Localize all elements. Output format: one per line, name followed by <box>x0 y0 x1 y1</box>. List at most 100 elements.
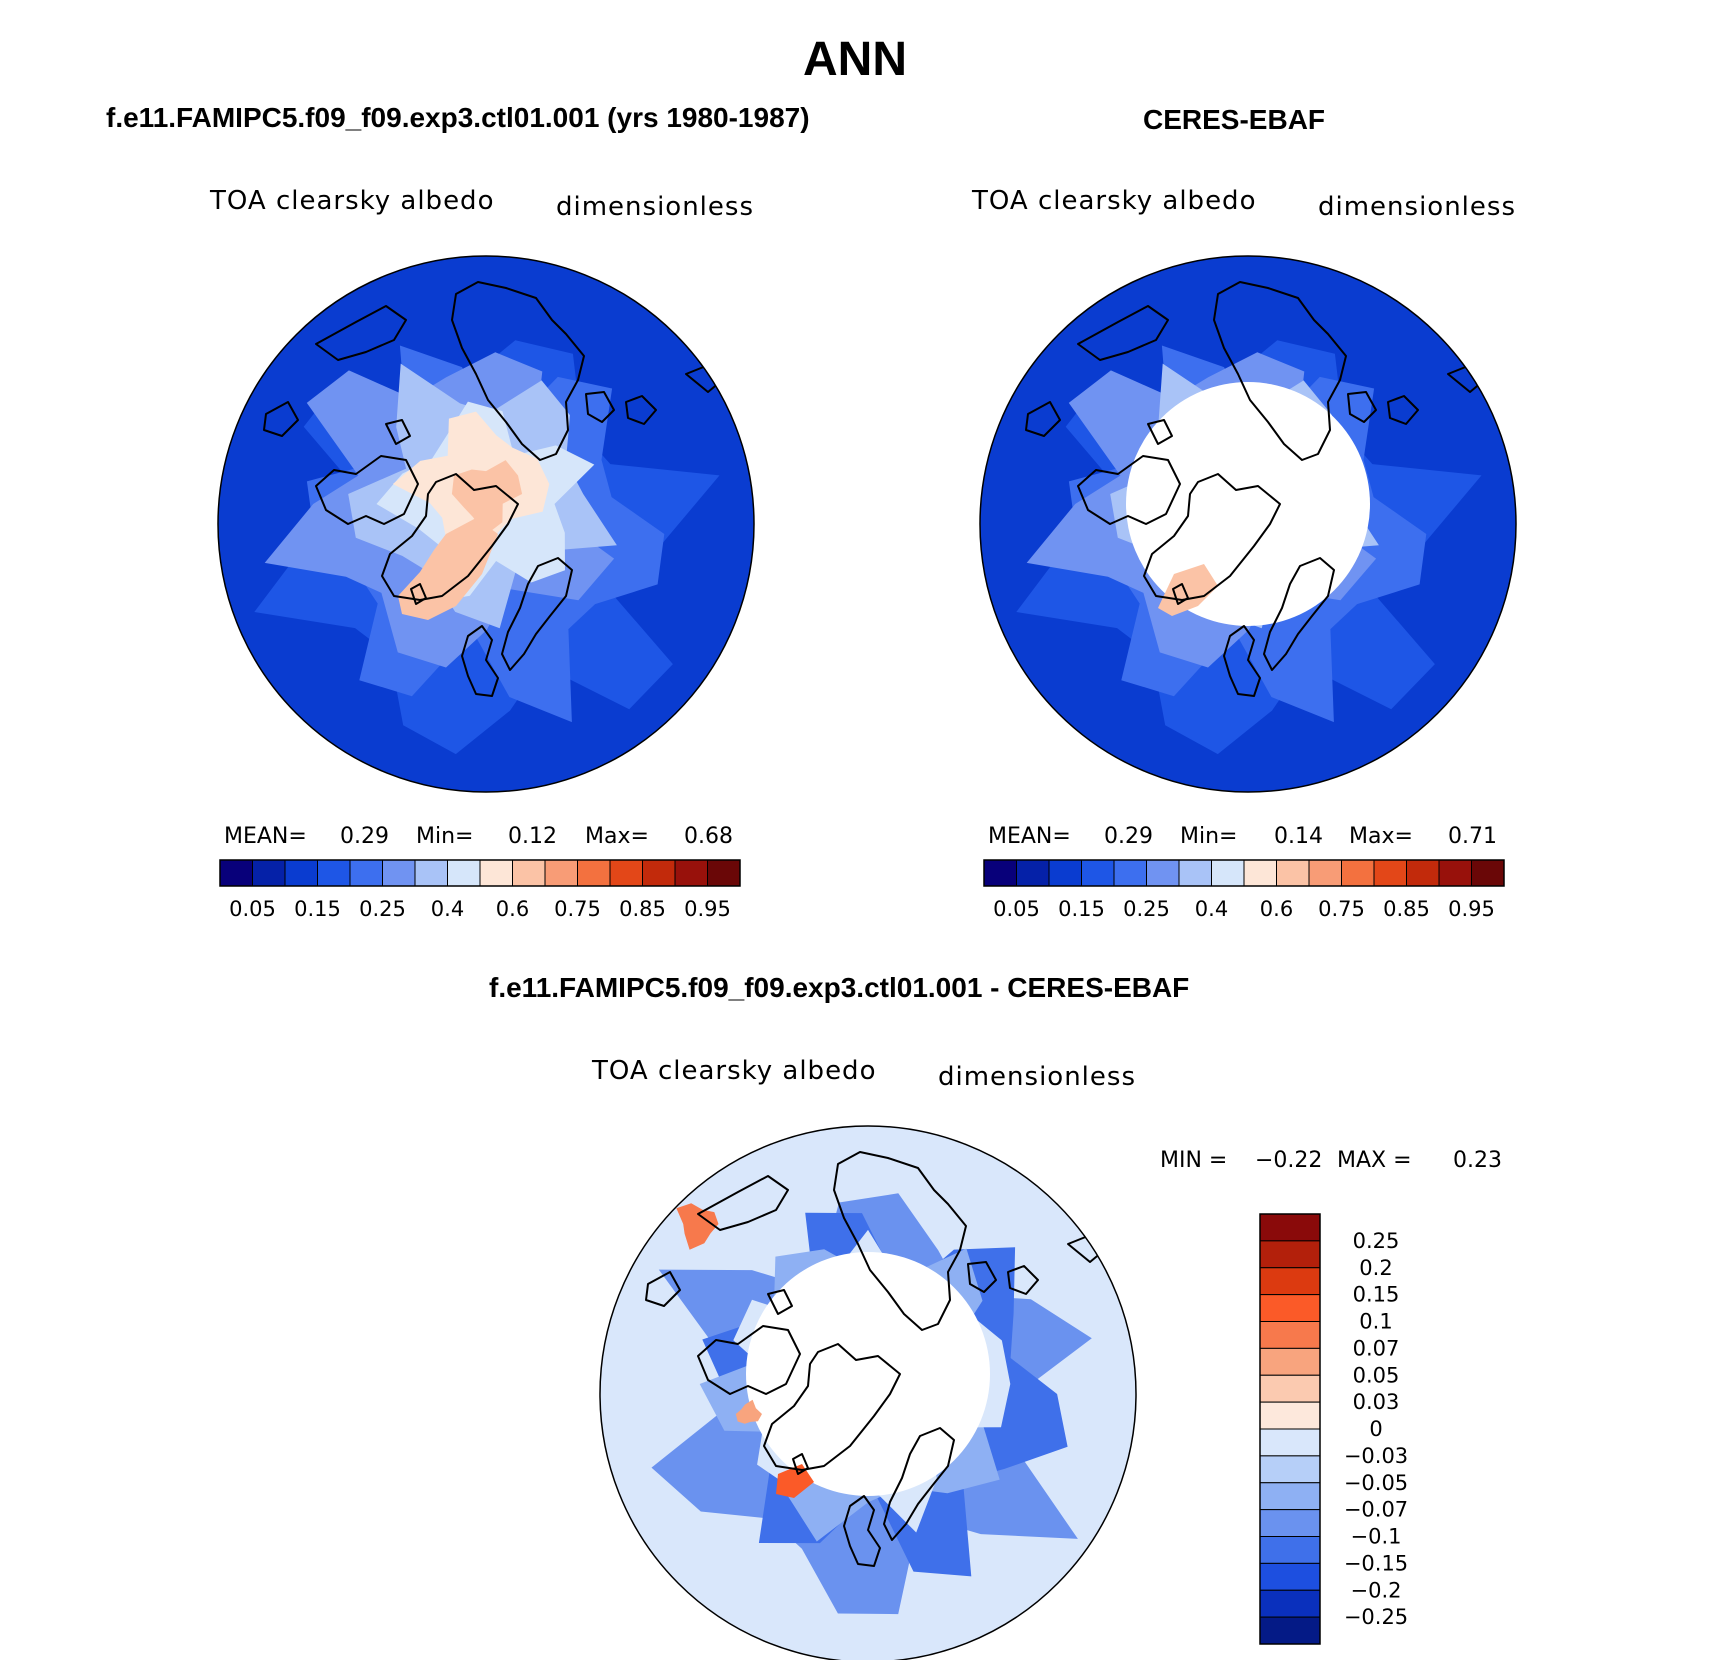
colorbar-swatch-6 <box>1178 859 1212 887</box>
colorbar-swatch-1 <box>1259 1240 1321 1269</box>
coastline-6 <box>263 401 299 437</box>
colorbar-swatch-14 <box>674 859 708 887</box>
coastline-8 <box>1387 395 1419 425</box>
colorbar-tick-label: 0.95 <box>1448 897 1495 921</box>
colorbar-tick-label: 0.85 <box>1383 897 1430 921</box>
colorbar-tick-label: 0.1 <box>1359 1310 1392 1334</box>
coastline-4 <box>1223 625 1261 697</box>
panel1-units-label: dimensionless <box>556 192 754 222</box>
coastline-1 <box>381 473 519 601</box>
coastline-0 <box>697 1325 801 1395</box>
panel3-max-label: MAX = <box>1337 1148 1412 1173</box>
colorbar-tick-label: 0.07 <box>1353 1336 1400 1360</box>
panel2-mean-value: 0.29 <box>1104 824 1153 849</box>
colorbar-tick-label: −0.03 <box>1344 1444 1408 1468</box>
map2-coastlines <box>1025 281 1483 697</box>
colorbar-frame <box>983 859 1505 887</box>
colorbar-tick-label: −0.15 <box>1344 1551 1408 1575</box>
colorbar-swatch-0 <box>219 859 253 887</box>
panel1-min-label: Min= <box>416 824 474 849</box>
colorbar-tick-label: 0.25 <box>1123 897 1170 921</box>
colorbar-swatch-5 <box>1259 1347 1321 1376</box>
colorbar-swatch-4 <box>1113 859 1147 887</box>
panel1-case-title: f.e11.FAMIPC5.f09_f09.exp3.ctl01.001 (yr… <box>106 102 810 133</box>
colorbar-swatch-7 <box>447 859 481 887</box>
field-band-7 <box>451 460 523 535</box>
colorbar-swatch-15 <box>1259 1616 1321 1645</box>
coastline-4 <box>461 625 499 697</box>
colorbar-tick-label: −0.07 <box>1344 1498 1408 1522</box>
panel3-case-title: f.e11.FAMIPC5.f09_f09.exp3.ctl01.001 - C… <box>489 972 1190 1003</box>
colorbar-swatch-4 <box>349 859 383 887</box>
colorbar-frame <box>1259 1213 1321 1645</box>
coastline-0 <box>315 455 419 525</box>
panel1-variable-label: TOA clearsky albedo <box>210 186 495 216</box>
map1-border <box>217 255 755 793</box>
panel2-mean-label: MEAN= <box>988 824 1071 849</box>
colorbar-tick-label: 0.05 <box>1353 1363 1400 1387</box>
colorbar-tick-label: 0.25 <box>359 897 406 921</box>
field-polar-gap <box>1126 382 1370 626</box>
colorbar-swatch-5 <box>1146 859 1180 887</box>
colorbar-tick-label: 0.6 <box>1260 897 1293 921</box>
colorbar-swatch-2 <box>1259 1267 1321 1296</box>
map1-coastlines <box>263 281 721 697</box>
colorbar-swatch-3 <box>1081 859 1115 887</box>
coastline-2 <box>833 1151 967 1331</box>
panel2-colorbar: 0.05 0.15 0.25 0.4 0.6 0.75 0.85 0.95 <box>983 859 1505 921</box>
field-greenland-high <box>398 518 498 620</box>
coastline-0 <box>1077 455 1181 525</box>
colorbar-swatch-15 <box>1471 859 1505 887</box>
panel3-min-label: MIN = <box>1160 1148 1228 1173</box>
colorbar-tick-label: 0.15 <box>1353 1283 1400 1307</box>
colorbar-swatch-13 <box>642 859 676 887</box>
colorbar-swatch-9 <box>1276 859 1310 887</box>
colorbar-tick-label: 0 <box>1369 1417 1382 1441</box>
colorbar-tick-label: −0.1 <box>1351 1525 1402 1549</box>
colorbar-tick-label: 0.4 <box>1195 897 1228 921</box>
colorbar-swatch-14 <box>1259 1589 1321 1618</box>
colorbar-tick-label: 0.15 <box>1058 897 1105 921</box>
colorbar-swatch-10 <box>544 859 578 887</box>
coastline-2 <box>451 281 585 461</box>
coastline-1 <box>763 1343 901 1471</box>
colorbar-swatch-13 <box>1259 1562 1321 1591</box>
panel1-max-value: 0.68 <box>684 824 733 849</box>
colorbar-swatch-4 <box>1259 1321 1321 1349</box>
map1-field <box>218 256 754 792</box>
panel2-units-label: dimensionless <box>1318 192 1516 222</box>
coastline-7 <box>585 391 615 423</box>
colorbar-tick-label: 0.03 <box>1353 1390 1400 1414</box>
colorbar-swatch-7 <box>1259 1401 1321 1430</box>
colorbar-swatch-10 <box>1259 1482 1321 1511</box>
colorbar-swatch-14 <box>1438 859 1472 887</box>
colorbar-swatch-8 <box>1259 1428 1321 1457</box>
colorbar-swatch-15 <box>707 859 741 887</box>
coastline-3 <box>1263 557 1335 671</box>
panel1-max-label: Max= <box>585 824 649 849</box>
panel3-max-value: 0.23 <box>1453 1148 1502 1173</box>
colorbar-swatch-0 <box>1259 1213 1321 1242</box>
panel1-min-value: 0.12 <box>508 824 557 849</box>
colorbar-tick-label: 0.2 <box>1359 1256 1392 1280</box>
colorbar-tick-label: −0.05 <box>1344 1471 1408 1495</box>
colorbar-swatch-11 <box>577 859 611 887</box>
coastline-2 <box>1213 281 1347 461</box>
colorbar-swatch-2 <box>1048 859 1082 887</box>
colorbar-swatch-6 <box>1259 1374 1321 1403</box>
colorbar-tick-label: 0.25 <box>1353 1229 1400 1253</box>
field-positive-anomaly-3 <box>735 1399 762 1424</box>
coastline-5 <box>1077 305 1169 361</box>
colorbar-swatch-11 <box>1341 859 1375 887</box>
colorbar-tick-label: 0.05 <box>993 897 1040 921</box>
panel3-polar-map <box>599 1125 1137 1660</box>
colorbar-tick-label: 0.05 <box>229 897 276 921</box>
coastline-5 <box>697 1175 789 1231</box>
field-greenland-high <box>1158 564 1218 616</box>
colorbar-swatch-11 <box>1259 1509 1321 1537</box>
coastline-8 <box>1007 1265 1039 1295</box>
colorbar-swatch-13 <box>1406 859 1440 887</box>
field-polar-gap <box>746 1252 990 1496</box>
colorbar-swatch-3 <box>1259 1294 1321 1322</box>
colorbar-swatch-0 <box>983 859 1017 887</box>
